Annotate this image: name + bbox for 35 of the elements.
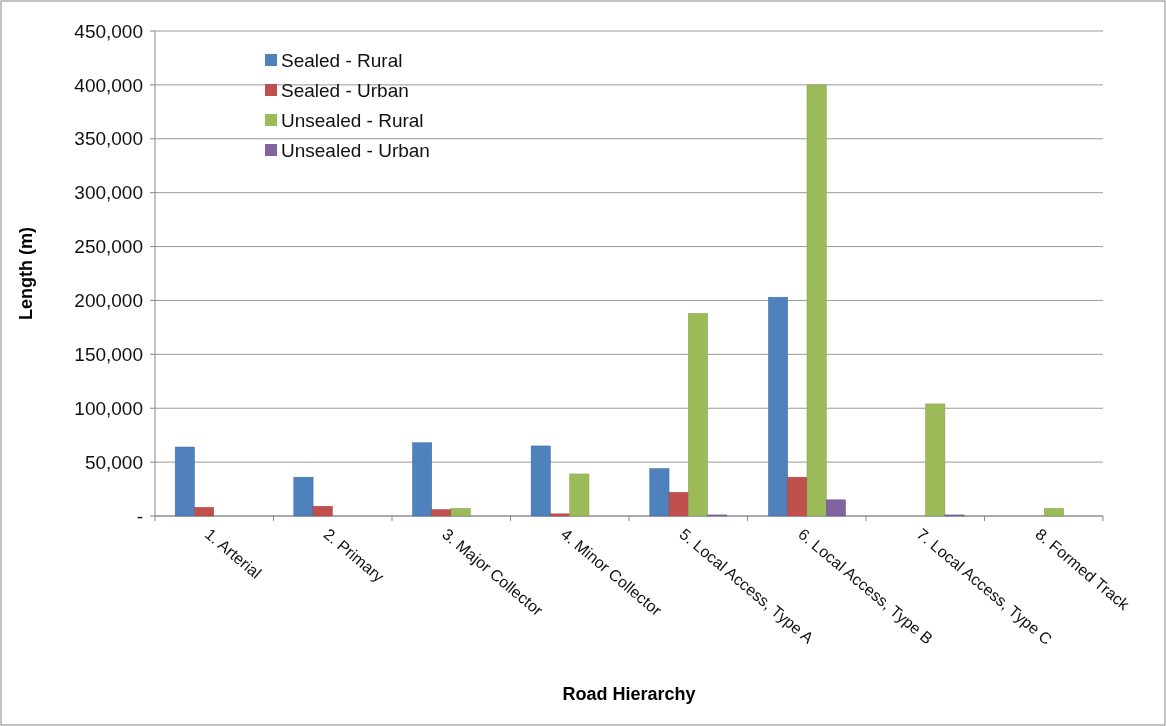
y-tick-label: 150,000 (74, 343, 143, 365)
bar (312, 506, 333, 517)
bar (412, 442, 432, 517)
y-tick-label: 50,000 (84, 451, 143, 473)
legend-label: Unsealed - Rural (281, 109, 424, 131)
bar (530, 445, 551, 517)
y-tick-label: - (136, 505, 143, 527)
bar (450, 508, 471, 517)
bar (174, 446, 195, 517)
x-axis-title: Road Hierarchy (562, 684, 696, 704)
bar (925, 403, 946, 517)
bar (293, 476, 314, 517)
legend-label: Unsealed - Urban (281, 139, 430, 161)
y-tick-label: 200,000 (74, 290, 143, 312)
bar (768, 296, 788, 517)
bar (668, 492, 689, 517)
y-tick-label: 450,000 (74, 20, 143, 42)
bar (1044, 508, 1064, 517)
legend-label: Sealed - Urban (281, 79, 409, 101)
y-tick-label: 300,000 (74, 182, 143, 204)
y-axis-title: Length (m) (16, 227, 36, 320)
bar (826, 499, 846, 517)
bar (431, 509, 452, 517)
bar (787, 476, 808, 517)
bar (569, 473, 590, 517)
y-tick-label: 400,000 (74, 74, 143, 96)
y-tick-label: 350,000 (74, 128, 143, 150)
y-tick-label: 100,000 (74, 397, 143, 419)
legend-label: Sealed - Rural (281, 49, 403, 71)
y-tick-label: 250,000 (74, 236, 143, 258)
bar (688, 313, 708, 517)
bar (806, 84, 827, 517)
bar (550, 513, 570, 517)
bar (649, 468, 670, 517)
bar (194, 507, 214, 517)
